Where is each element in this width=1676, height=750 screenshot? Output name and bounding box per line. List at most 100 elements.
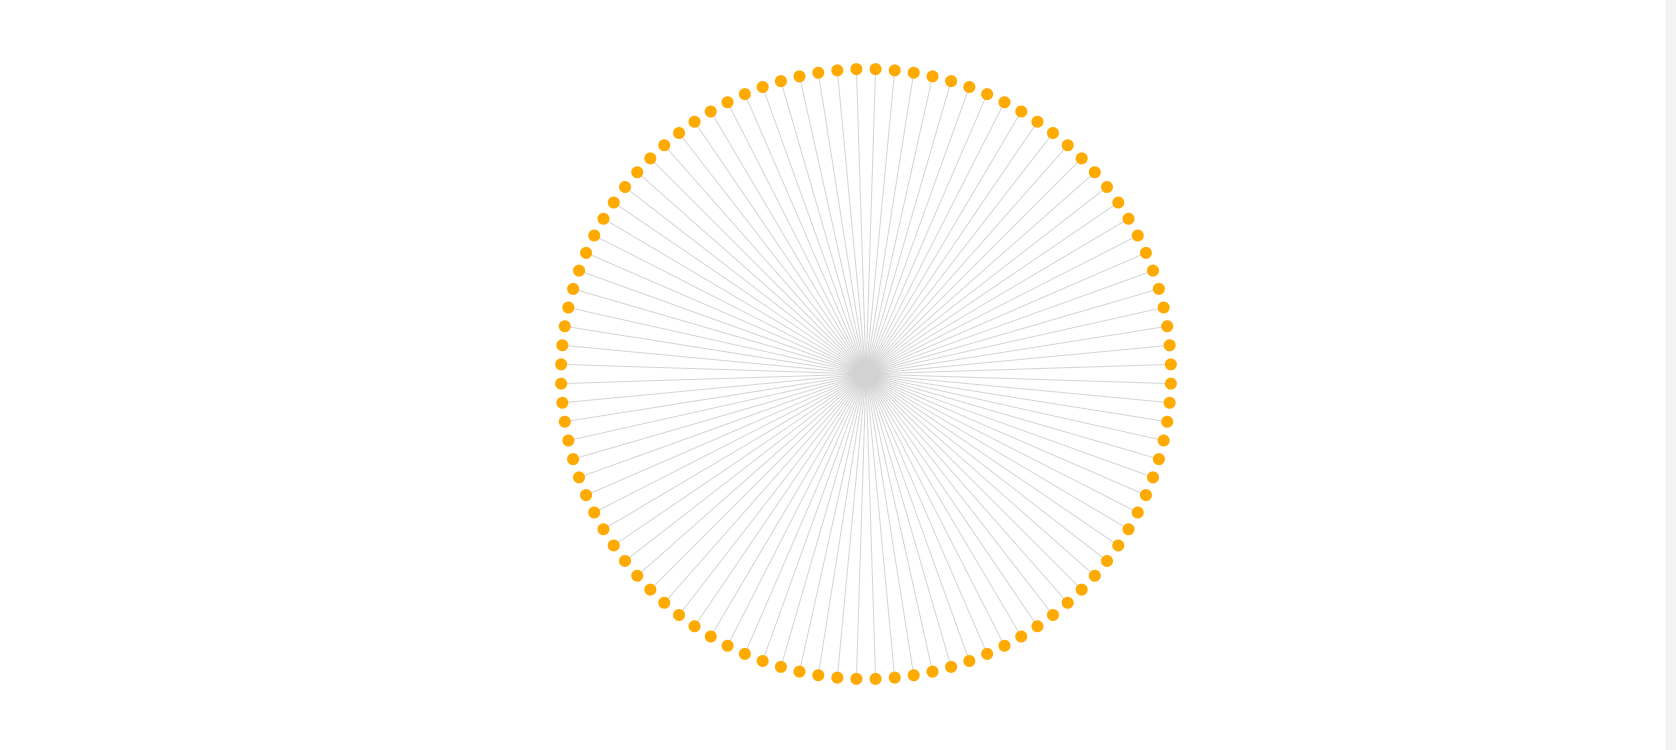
network-node [907, 66, 920, 79]
network-node [1112, 539, 1125, 552]
spoke-line [855, 373, 867, 679]
network-node [688, 115, 701, 128]
network-node [704, 630, 717, 643]
network-node [926, 70, 939, 83]
network-node [831, 64, 844, 77]
network-node [1015, 105, 1028, 118]
network-node [869, 63, 882, 76]
network-node [1131, 506, 1144, 519]
network-node [597, 212, 610, 225]
spoke-line [865, 252, 1147, 375]
network-node [756, 654, 769, 667]
spoke-line [865, 373, 877, 679]
spoke-line [836, 373, 867, 678]
spoke-line [663, 144, 867, 375]
spoke-line [649, 373, 867, 591]
spoke-line [678, 132, 867, 375]
spoke-line [817, 72, 867, 375]
network-node [756, 81, 769, 94]
spoke-line [564, 325, 867, 375]
network-node [631, 569, 644, 582]
spoke-line [865, 373, 1138, 513]
network-node [998, 639, 1011, 652]
network-node [580, 489, 593, 502]
network-node [888, 64, 901, 77]
spoke-line [762, 86, 867, 375]
spoke-line [636, 171, 867, 375]
spoke-line [865, 373, 1171, 385]
network-node [1157, 301, 1170, 314]
network-node [1152, 453, 1165, 466]
spoke-line [865, 373, 1038, 627]
spoke-line [865, 144, 1069, 375]
network-node [831, 671, 844, 684]
network-node [1161, 320, 1174, 333]
spoke-line [865, 373, 1083, 591]
spoke-line [585, 252, 867, 375]
network-node [607, 539, 620, 552]
spoke-line [865, 132, 1054, 375]
network-node [738, 88, 751, 101]
spoke-line [865, 373, 1168, 423]
spoke-line [865, 373, 1154, 478]
network-node [658, 596, 671, 609]
spoke-line [865, 373, 1022, 637]
spoke-line [865, 157, 1083, 375]
network-node [1163, 339, 1176, 352]
spoke-line [865, 235, 1138, 375]
spoke-line [572, 288, 867, 375]
spoke-line [865, 288, 1160, 375]
network-node [1131, 229, 1144, 242]
network-node [1101, 181, 1113, 194]
network-node [1152, 282, 1165, 295]
network-node [1046, 127, 1059, 139]
spoke-line [865, 325, 1168, 375]
spoke-line [865, 373, 1069, 604]
outer-nodes [555, 63, 1177, 685]
spoke-line [865, 186, 1108, 375]
network-node [588, 506, 601, 519]
spoke-line [561, 373, 867, 385]
spoke-line [613, 202, 867, 375]
spoke-line [578, 373, 867, 478]
spoke-line [865, 306, 1164, 375]
spoke-line [594, 235, 867, 375]
network-node [1088, 569, 1101, 582]
network-node [619, 181, 631, 194]
network-node [558, 415, 571, 428]
spoke-line [865, 373, 915, 676]
network-node [1101, 554, 1113, 567]
spoke-line [865, 70, 896, 375]
spoke-line [865, 93, 988, 375]
spoke-line [578, 270, 867, 375]
spoke-line [561, 363, 867, 375]
network-node [558, 320, 571, 333]
network-node [1139, 489, 1152, 502]
spoke-line [762, 373, 867, 662]
spoke-line [564, 373, 867, 423]
spoke-line [865, 72, 915, 375]
network-node [998, 96, 1011, 109]
network-node [573, 264, 586, 277]
network-node [1075, 152, 1088, 165]
network-node [907, 669, 920, 682]
spoke-line [727, 102, 867, 375]
spoke-line [865, 202, 1119, 375]
spoke-line [624, 373, 867, 562]
spoke-line [865, 373, 934, 672]
spoke-line [865, 86, 970, 375]
spoke-line [865, 102, 1005, 375]
spoke-line [855, 69, 867, 375]
network-node [963, 81, 976, 94]
network-node [1015, 630, 1028, 643]
network-node [644, 583, 657, 596]
network-node [1146, 264, 1159, 277]
spoke-line [594, 373, 867, 513]
network-node [1061, 596, 1074, 609]
spoke-line [663, 373, 867, 604]
spoke-line [865, 373, 1170, 404]
spoke-line [780, 80, 867, 375]
network-node [1122, 212, 1135, 225]
spoke-line [865, 373, 988, 655]
